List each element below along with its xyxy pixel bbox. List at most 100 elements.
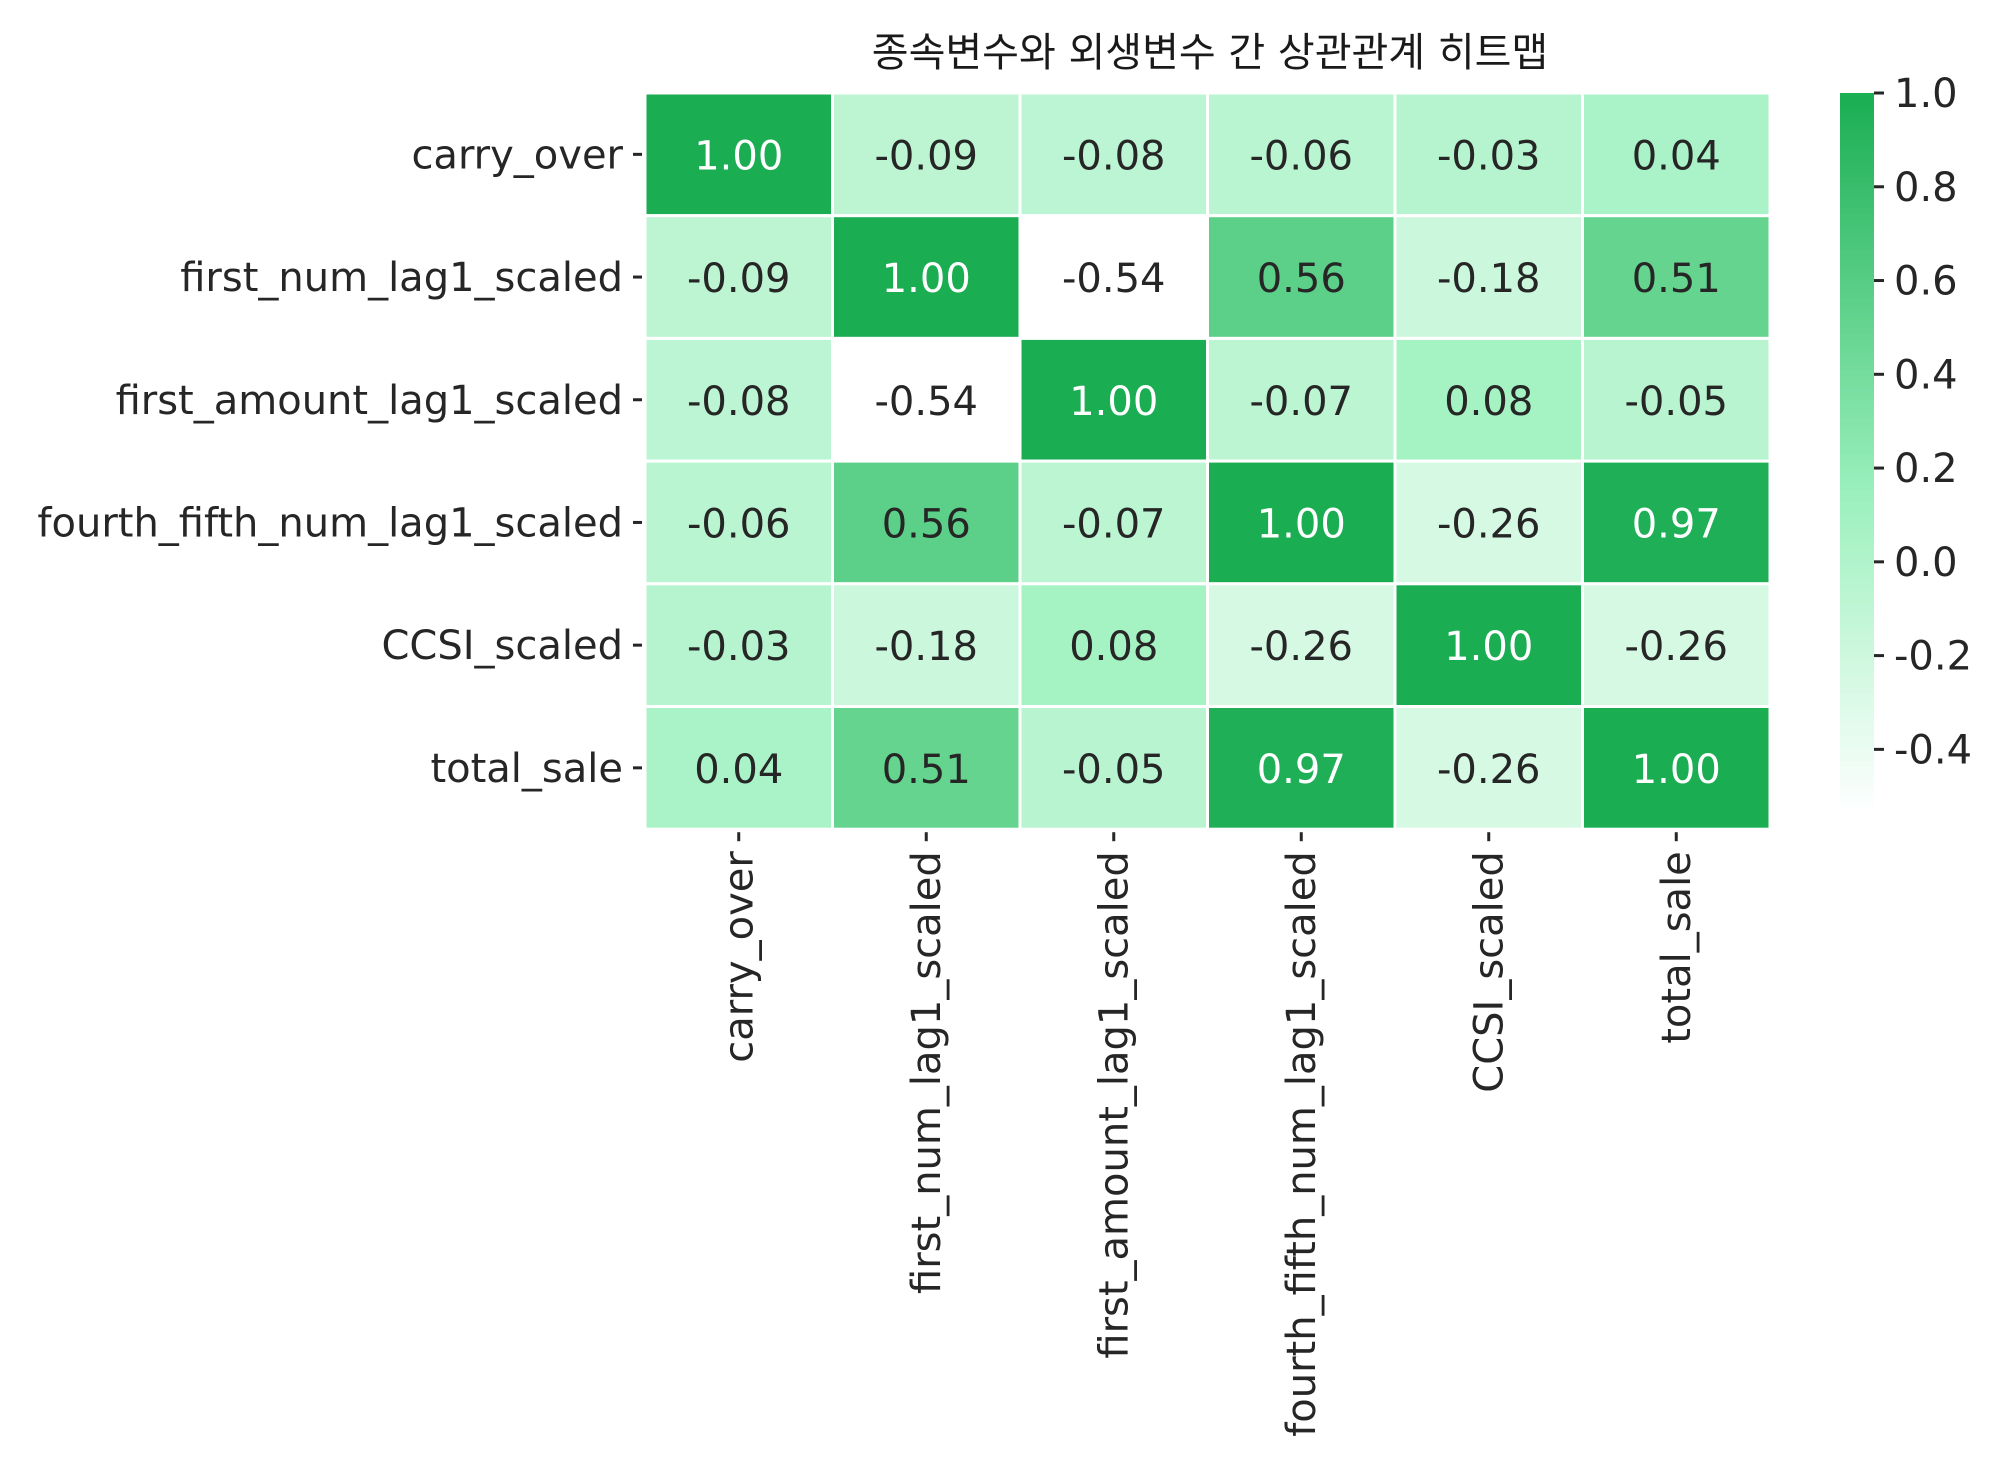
row-label: fourth_fifth_num_lag1_scaled — [37, 500, 623, 546]
colorbar-segment — [1840, 207, 1874, 215]
heatmap-cells: 1.00 -0.09 -0.08 -0.06 -0.03 0.04 -0.09 1.00 -0.… — [643, 91, 1772, 831]
column-labels: carry_over first_num_lag1_scaled first_amo… — [717, 832, 1700, 1437]
heatmap-cell-2-1 — [831, 336, 1022, 463]
colorbar-segment — [1840, 664, 1874, 672]
cell-value-label: -0.09 — [875, 133, 979, 179]
heatmap-cell-5-0 — [643, 705, 834, 831]
colorbar-segment — [1840, 93, 1874, 100]
colorbar-segment — [1840, 261, 1874, 269]
cell-value-label: -0.05 — [1625, 379, 1729, 425]
colorbar-segment — [1840, 802, 1874, 810]
cell-value-label: -0.18 — [875, 624, 979, 670]
colorbar-segment — [1840, 339, 1874, 347]
heatmap-cell-3-5 — [1581, 459, 1772, 586]
cell-value-label: -0.08 — [1062, 133, 1166, 179]
colorbar-segment — [1840, 544, 1874, 552]
colorbar-segment — [1840, 219, 1874, 227]
colorbar-segment — [1840, 616, 1874, 624]
cell-value-label: 1.00 — [1444, 624, 1533, 670]
colorbar-segment — [1840, 123, 1874, 130]
colorbar-segment — [1840, 592, 1874, 600]
cell-value-label: 1.00 — [1257, 501, 1346, 547]
colorbar-segment — [1840, 357, 1874, 365]
colorbar-segment — [1840, 490, 1874, 497]
colorbar-segment — [1840, 508, 1874, 515]
colorbar-segment — [1840, 267, 1874, 275]
colorbar-segment — [1840, 706, 1874, 714]
cell-value-label: -0.07 — [1250, 379, 1354, 425]
colorbar-segment — [1840, 688, 1874, 696]
colorbar-segment — [1840, 634, 1874, 642]
colorbar-segment — [1840, 742, 1874, 750]
colorbar-segment — [1840, 562, 1874, 570]
colorbar-segment — [1840, 670, 1874, 678]
heatmap-cell-3-2 — [1018, 459, 1209, 586]
colorbar-segment — [1840, 291, 1874, 299]
colorbar-segment — [1840, 213, 1874, 221]
colorbar-segment — [1840, 429, 1874, 437]
colorbar-segment — [1840, 279, 1874, 287]
colorbar-segment — [1840, 111, 1874, 118]
colorbar-segment — [1840, 658, 1874, 666]
colorbar-segment — [1840, 730, 1874, 738]
colorbar-segment — [1840, 309, 1874, 317]
colorbar-tick-label: 0.8 — [1894, 165, 1958, 211]
colorbar-segment — [1840, 700, 1874, 708]
colorbar-segment — [1840, 784, 1874, 792]
cell-value-label: 0.56 — [882, 501, 971, 547]
colorbar-segment — [1840, 387, 1874, 395]
colorbar-tick-label: -0.2 — [1894, 634, 1972, 680]
heatmap-cell-0-0 — [643, 91, 834, 218]
heatmap-cell-1-3 — [1206, 214, 1397, 340]
colorbar-segment — [1840, 640, 1874, 648]
colorbar-segment — [1840, 778, 1874, 786]
cell-value-label: -0.08 — [687, 379, 791, 425]
cell-value-label: -0.26 — [1437, 747, 1541, 793]
colorbar-segment — [1840, 520, 1874, 527]
colorbar-segment — [1840, 285, 1874, 293]
heatmap-cell-5-3 — [1206, 705, 1397, 831]
colorbar: 1.0 0.8 0.6 0.4 0.2 0.0 -0.2 -0.4 — [1840, 71, 1972, 816]
cell-value-label: -0.54 — [875, 379, 979, 425]
colorbar-segment — [1840, 694, 1874, 702]
colorbar-segment — [1840, 195, 1874, 203]
colorbar-segment — [1840, 484, 1874, 491]
cell-value-label: 0.97 — [1632, 501, 1721, 547]
colorbar-segment — [1840, 682, 1874, 690]
column-label: first_amount_lag1_scaled — [1092, 851, 1138, 1358]
row-label: total_sale — [430, 746, 623, 792]
colorbar-segment — [1840, 315, 1874, 323]
colorbar-segment — [1840, 369, 1874, 377]
colorbar-tick-label: 0.4 — [1894, 352, 1958, 398]
column-label: fourth_fifth_num_lag1_scaled — [1279, 851, 1325, 1437]
colorbar-segment — [1840, 105, 1874, 112]
colorbar-segment — [1840, 183, 1874, 191]
colorbar-segment — [1840, 129, 1874, 136]
heatmap-cell-4-2 — [1018, 582, 1209, 708]
cell-value-label: 0.51 — [1632, 256, 1721, 302]
heatmap-cell-5-5 — [1581, 705, 1772, 831]
heatmap-cell-4-4 — [1393, 582, 1584, 708]
colorbar-segment — [1840, 628, 1874, 636]
colorbar-segment — [1840, 538, 1874, 546]
colorbar-segment — [1840, 724, 1874, 732]
colorbar-segment — [1840, 748, 1874, 756]
cell-value-label: 0.56 — [1257, 256, 1346, 302]
colorbar-segment — [1840, 153, 1874, 160]
colorbar-segment — [1840, 574, 1874, 582]
colorbar-segment — [1840, 604, 1874, 612]
cell-value-label: 1.00 — [1632, 747, 1721, 793]
colorbar-segment — [1840, 718, 1874, 726]
heatmap-cell-3-4 — [1393, 459, 1584, 586]
column-label: first_num_lag1_scaled — [904, 851, 950, 1294]
colorbar-tick-label: 0.0 — [1894, 540, 1958, 586]
colorbar-segment — [1840, 243, 1874, 251]
colorbar-segment — [1840, 411, 1874, 419]
colorbar-segment — [1840, 772, 1874, 780]
cell-value-label: -0.26 — [1437, 501, 1541, 547]
colorbar-segment — [1840, 580, 1874, 588]
colorbar-segment — [1840, 249, 1874, 257]
colorbar-segment — [1840, 568, 1874, 576]
colorbar-segment — [1840, 297, 1874, 305]
